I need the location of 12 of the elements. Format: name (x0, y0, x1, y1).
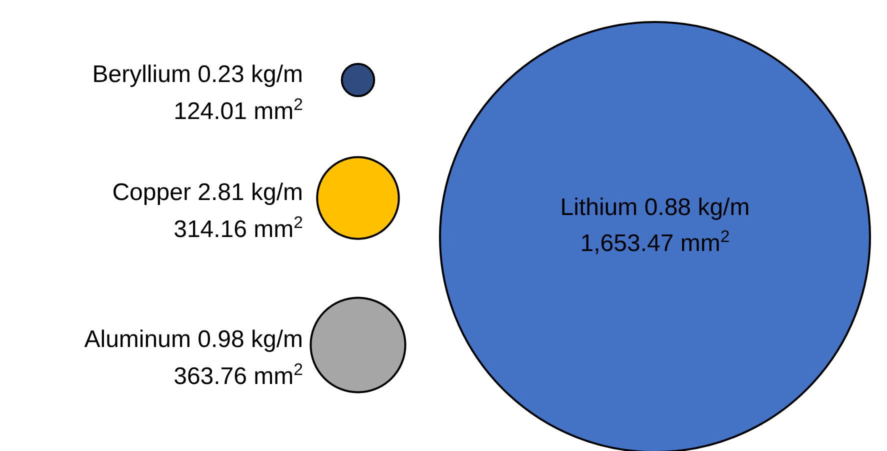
category-label: Copper (112, 179, 191, 206)
data-label: 314.16 mm$^{2}$ (174, 212, 303, 243)
data-label: 124.01 mm$^{2}$ (174, 94, 303, 125)
data-label: 0.88 kg/m (644, 194, 750, 221)
data-label: 363.76 mm$^{2}$ (174, 360, 303, 390)
data-label: 0.23 kg/m (198, 61, 304, 88)
category-label: Lithium (560, 194, 638, 221)
category-label: Aluminum (84, 326, 191, 353)
data-label: 1,653.47 mm$^{2}$ (580, 226, 730, 257)
data-label: 2.81 kg/m (198, 179, 304, 206)
data-label: 0.98 kg/m (198, 326, 304, 353)
category-label: Beryllium (92, 61, 191, 88)
